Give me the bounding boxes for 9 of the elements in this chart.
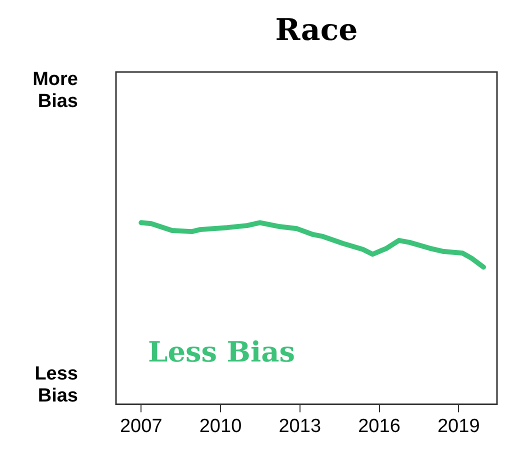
text: More Bias (32, 69, 78, 112)
x-tick-label: 2016 (358, 416, 400, 437)
annotation: Less Bias (148, 335, 295, 368)
chart-title: Race (275, 12, 358, 48)
x-tick-label: 2019 (437, 416, 480, 437)
text: Less Bias (34, 363, 78, 406)
x-tick-label: 2010 (199, 416, 242, 437)
x-tick-label: 2013 (278, 416, 322, 437)
x-tick-label: 2007 (120, 416, 162, 437)
